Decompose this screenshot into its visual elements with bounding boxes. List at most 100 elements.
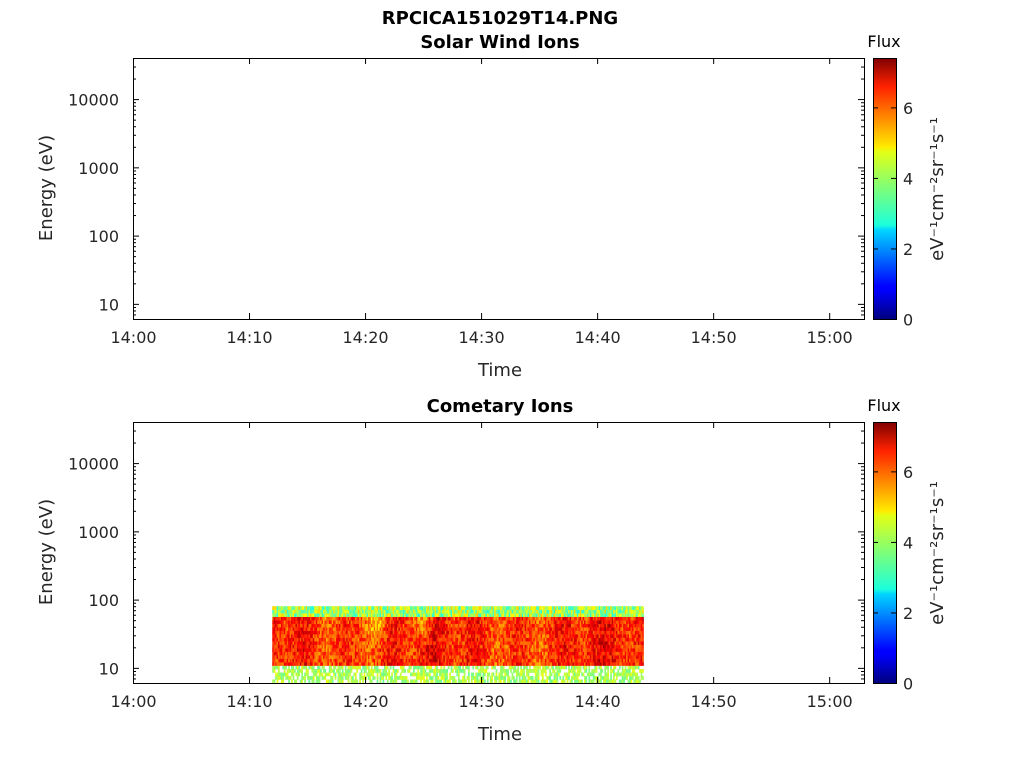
flux-cell [578, 606, 581, 611]
flux-cell [328, 665, 331, 670]
flux-cell [443, 665, 446, 670]
flux-cell [579, 644, 582, 649]
flux-cell [460, 644, 463, 649]
flux-cell [373, 676, 376, 680]
flux-cell [360, 613, 363, 617]
flux-cell [547, 648, 550, 652]
flux-cell [584, 676, 586, 680]
flux-cell [617, 669, 620, 673]
flux-cell [420, 641, 422, 645]
flux-cell [602, 634, 605, 638]
flux-cell [308, 651, 311, 656]
flux-cell [388, 606, 391, 611]
flux-cell [318, 623, 321, 628]
flux-cell [546, 641, 549, 645]
flux-cell [550, 609, 553, 614]
flux-cell [550, 616, 553, 621]
flux-cell [576, 655, 579, 659]
flux-cell [408, 669, 411, 673]
flux-cell [585, 609, 588, 614]
flux-cell [452, 623, 454, 628]
flux-cell [463, 630, 466, 635]
flux-cell [510, 616, 512, 621]
flux-cell [289, 641, 292, 645]
flux-cell [417, 644, 420, 649]
flux-cell [363, 658, 366, 663]
flux-cell [486, 679, 489, 684]
flux-cell [533, 651, 536, 656]
flux-cell [549, 613, 552, 617]
flux-cell [298, 669, 301, 673]
flux-cell [572, 630, 575, 635]
flux-cell [386, 641, 389, 645]
flux-cell [312, 627, 315, 631]
flux-cell [304, 609, 306, 614]
flux-cell [530, 644, 533, 649]
flux-cell [515, 662, 518, 666]
flux-cell [417, 655, 420, 659]
flux-cell [571, 644, 573, 649]
flux-cell [568, 665, 570, 670]
flux-cell [598, 641, 601, 645]
flux-cell [595, 665, 598, 670]
flux-cell [292, 672, 295, 677]
flux-cell [601, 662, 604, 666]
flux-cell [344, 627, 347, 631]
flux-cell [578, 648, 581, 652]
flux-cell [543, 613, 546, 617]
flux-cell [533, 641, 536, 645]
flux-cell [417, 634, 420, 638]
flux-cell [523, 648, 525, 652]
flux-cell [549, 644, 552, 649]
flux-cell [592, 627, 595, 631]
flux-cell [337, 627, 340, 631]
flux-cell [446, 672, 449, 677]
flux-cell [440, 641, 443, 645]
flux-cell [515, 609, 518, 614]
flux-cell [559, 616, 562, 621]
flux-cell [434, 606, 437, 611]
flux-cell [449, 658, 451, 663]
flux-cell [536, 606, 538, 611]
flux-cell [607, 651, 610, 656]
flux-cell [507, 641, 509, 645]
flux-cell [394, 655, 396, 659]
flux-cell [307, 644, 309, 649]
flux-cell [334, 662, 337, 666]
flux-cell [566, 648, 569, 652]
flux-cell [441, 630, 444, 635]
flux-cell [385, 672, 388, 677]
flux-cell [323, 627, 325, 631]
flux-cell [282, 676, 285, 680]
flux-cell [446, 634, 449, 638]
flux-cell [589, 648, 592, 652]
flux-cell [481, 623, 483, 628]
flux-cell [331, 662, 334, 666]
flux-cell [381, 627, 383, 631]
flux-cell [415, 676, 418, 680]
flux-cell [414, 658, 417, 663]
flux-cell [343, 641, 346, 645]
flux-cell [511, 637, 514, 642]
flux-cell [370, 662, 373, 666]
flux-cell [383, 665, 386, 670]
flux-cell [557, 662, 560, 666]
flux-cell [293, 606, 296, 611]
flux-cell [453, 620, 456, 624]
flux-cell [495, 648, 498, 652]
flux-cell [526, 613, 528, 617]
flux-cell [581, 655, 583, 659]
flux-cell [499, 623, 502, 628]
flux-cell [385, 658, 388, 663]
flux-cell [330, 644, 332, 649]
flux-cell [350, 644, 353, 649]
flux-cell [557, 623, 560, 628]
flux-cell [610, 676, 612, 680]
flux-cell [589, 630, 592, 635]
flux-cell [523, 613, 525, 617]
flux-cell [549, 623, 552, 628]
flux-cell [569, 609, 572, 614]
flux-cell [420, 655, 422, 659]
flux-cell [549, 676, 552, 680]
flux-cell [321, 620, 324, 624]
